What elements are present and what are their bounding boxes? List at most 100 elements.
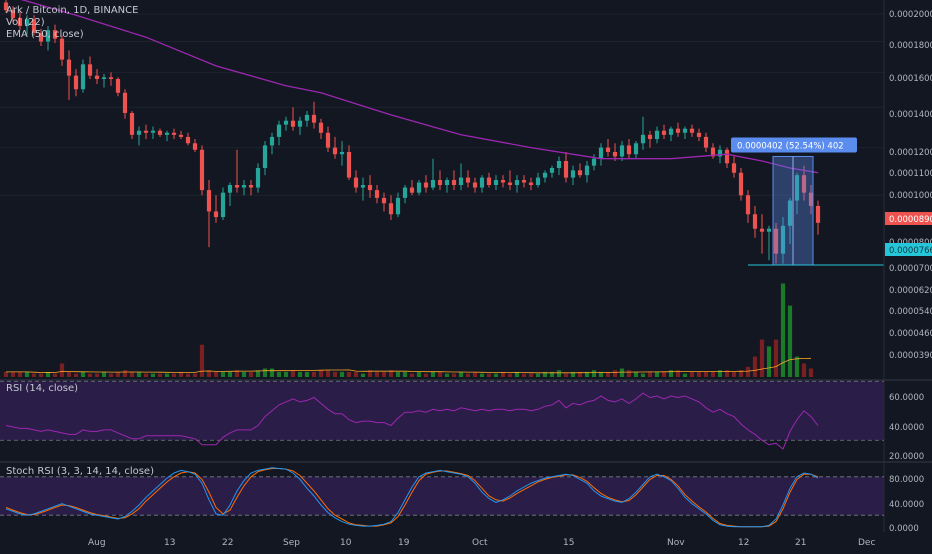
volume-bar bbox=[661, 371, 667, 377]
volume-bar bbox=[416, 371, 422, 377]
time-axis[interactable]: Aug 13 22 Sep 10 19 Oct 15 Nov 12 21 Dec bbox=[88, 538, 875, 548]
volume-bar bbox=[752, 356, 758, 377]
candle-body bbox=[661, 130, 667, 135]
candle-body bbox=[171, 132, 177, 135]
volume-bar bbox=[262, 368, 268, 377]
candle-body bbox=[801, 175, 807, 193]
volume-bar bbox=[584, 371, 590, 377]
volume-bar bbox=[52, 373, 58, 377]
rsi-tick: 20.0000 bbox=[889, 452, 924, 462]
volume-bar bbox=[381, 371, 387, 377]
volume-bar bbox=[745, 366, 751, 377]
candle-body bbox=[94, 75, 100, 79]
volume-bar bbox=[248, 371, 254, 377]
candle-body bbox=[444, 180, 450, 186]
stoch-tick: 0.0000 bbox=[889, 524, 919, 534]
volume-bar bbox=[535, 373, 541, 377]
time-tick: 15 bbox=[563, 538, 574, 548]
candle-body bbox=[157, 130, 163, 135]
volume-bar bbox=[276, 371, 282, 377]
volume-bar bbox=[178, 371, 184, 377]
candle-body bbox=[178, 134, 184, 137]
volume-bar bbox=[101, 371, 107, 377]
time-tick: Aug bbox=[88, 538, 106, 548]
candle-body bbox=[248, 185, 254, 188]
candle-body bbox=[234, 185, 240, 188]
candle-body bbox=[80, 64, 86, 90]
volume-bar bbox=[794, 356, 800, 377]
candle-body bbox=[129, 112, 135, 135]
volume-bar bbox=[192, 373, 198, 377]
volume-bar bbox=[654, 371, 660, 377]
volume-bar bbox=[507, 373, 513, 377]
candle-body bbox=[514, 180, 520, 186]
symbol-title: Ark / Bitcoin, 1D, BINANCE bbox=[6, 5, 139, 16]
volume-bar bbox=[710, 371, 716, 377]
candle-body bbox=[150, 130, 156, 133]
stoch-legend[interactable]: Stoch RSI (3, 3, 14, 14, close) bbox=[6, 466, 154, 477]
volume-bar bbox=[164, 373, 170, 377]
candle-body bbox=[689, 128, 695, 133]
volume-bar bbox=[528, 373, 534, 377]
candle-body bbox=[101, 77, 107, 79]
candle-body bbox=[311, 114, 317, 123]
volume-bar bbox=[493, 373, 499, 377]
candle-body bbox=[115, 78, 121, 93]
candle-body bbox=[122, 92, 128, 113]
volume-bar bbox=[458, 371, 464, 377]
volume-bar bbox=[227, 371, 233, 377]
volume-bar bbox=[787, 305, 793, 377]
volume-bar bbox=[255, 370, 261, 377]
volume-bar bbox=[143, 373, 149, 377]
time-tick: Dec bbox=[858, 538, 875, 548]
low-price-tag bbox=[885, 243, 932, 256]
volume-bar bbox=[80, 371, 86, 377]
volume-bar bbox=[213, 371, 219, 377]
candle-body bbox=[682, 128, 688, 133]
volume-bar bbox=[304, 371, 310, 377]
candle-body bbox=[220, 192, 226, 218]
candle-body bbox=[185, 136, 191, 144]
candle-body bbox=[528, 182, 534, 186]
time-tick: 10 bbox=[340, 538, 352, 548]
candle-body bbox=[388, 203, 394, 215]
candle-body bbox=[731, 163, 737, 173]
candle-body bbox=[17, 17, 23, 27]
candle-body bbox=[73, 75, 79, 90]
candle-body bbox=[262, 145, 268, 168]
candle-body bbox=[213, 211, 219, 218]
volume-bar bbox=[297, 371, 303, 377]
price-tick: 0.0002000 bbox=[889, 10, 932, 20]
volume-bar bbox=[479, 373, 485, 377]
candle-body bbox=[619, 145, 625, 157]
volume-bar bbox=[185, 373, 191, 377]
volume-bars bbox=[3, 283, 814, 377]
candle-body bbox=[507, 182, 513, 186]
volume-bar bbox=[150, 373, 156, 377]
rsi-legend[interactable]: RSI (14, close) bbox=[6, 383, 79, 394]
candle-body bbox=[367, 185, 373, 191]
candle-body bbox=[710, 147, 716, 157]
stoch-band bbox=[0, 476, 884, 516]
volume-bar bbox=[38, 373, 44, 377]
candle-body bbox=[542, 172, 548, 178]
candle-body bbox=[395, 197, 401, 215]
volume-bar bbox=[605, 371, 611, 377]
candle-body bbox=[24, 19, 30, 27]
price-candles bbox=[3, 0, 821, 264]
price-tick: 0.0000700 bbox=[889, 264, 932, 274]
candle-body bbox=[332, 147, 338, 155]
volume-bar bbox=[332, 371, 338, 377]
candle-body bbox=[45, 30, 51, 42]
candle-body bbox=[668, 128, 674, 135]
candle-body bbox=[353, 177, 359, 188]
volume-bar bbox=[339, 371, 345, 377]
volume-bar bbox=[325, 370, 331, 377]
candle-body bbox=[374, 190, 380, 198]
candle-body bbox=[584, 165, 590, 176]
symbol-legend[interactable]: Ark / Bitcoin, 1D, BINANCE Vol (22) EMA … bbox=[6, 5, 138, 41]
candle-body bbox=[500, 180, 506, 183]
price-tick: 0.0000620 bbox=[889, 286, 932, 296]
